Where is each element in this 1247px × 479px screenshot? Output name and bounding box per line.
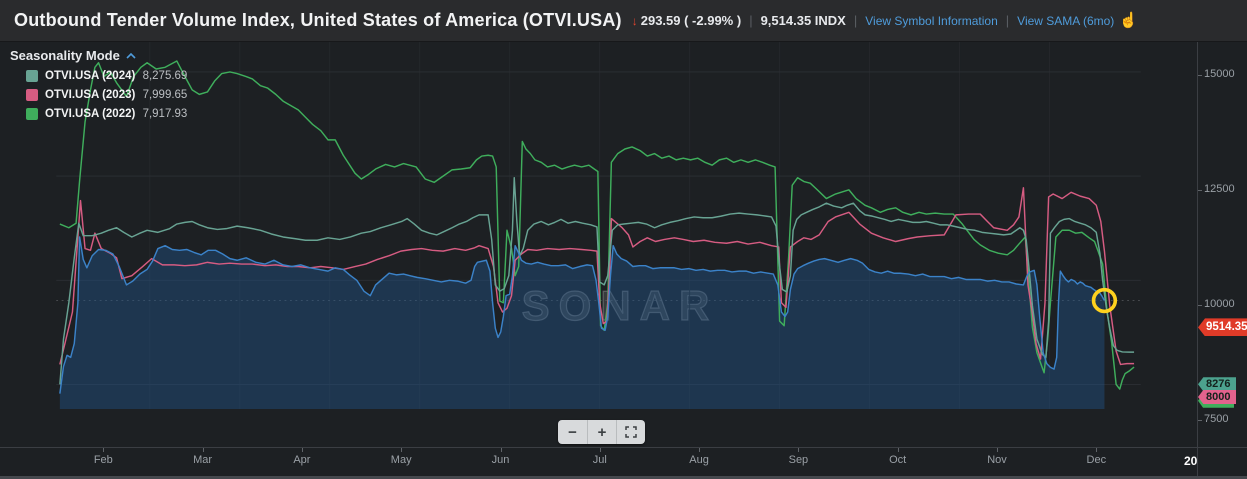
legend-value-2024: 8,275.69 <box>142 70 188 82</box>
x-tick-label-may: May <box>390 454 412 466</box>
header-divider: | <box>1005 13 1010 28</box>
x-tick-label-feb: Feb <box>93 454 113 466</box>
y-tick-label: 10000 <box>1204 298 1235 310</box>
zoom-out-button[interactable]: − <box>558 420 587 444</box>
y-tick-mark <box>1198 305 1202 306</box>
series-line-otvi-usa-2022- <box>59 60 1135 390</box>
x-tick-mark <box>202 448 204 452</box>
x-tick-mark <box>897 448 899 452</box>
legend-swatch-2024 <box>26 70 38 82</box>
x-tick-mark <box>401 448 403 452</box>
highlight-circle-annotation <box>1091 287 1118 314</box>
sonar-watermark: SONAR <box>520 281 720 330</box>
y-tick-mark <box>1198 420 1202 421</box>
zoom-in-button[interactable]: + <box>587 420 616 444</box>
legend-value-2023: 7,999.65 <box>142 89 188 101</box>
y-tick-label: 15000 <box>1204 68 1235 80</box>
chart-zoom-controls: − + <box>558 420 645 444</box>
legend-label-2022: OTVI.USA (2022) <box>45 108 136 120</box>
x-axis[interactable]: Feb Mar Apr May Jun Jul Aug Sep Oct Nov Dec 20 <box>0 447 1247 479</box>
header-stats: ↓ 293.59 ( -2.99% ) | 9,514.35 INDX | Vi… <box>632 13 1138 28</box>
chart-canvas[interactable] <box>0 42 1197 447</box>
chevron-up-icon <box>126 52 136 59</box>
x-tick-mark <box>1096 448 1098 452</box>
header-divider: | <box>749 13 753 28</box>
y-tick-mark <box>1198 190 1202 191</box>
price-tag-2023: 8000 <box>1198 390 1236 404</box>
axis-corner-line <box>1197 448 1198 479</box>
x-tick-label-dec: Dec <box>1086 454 1107 466</box>
x-tick-label-aug: Aug <box>689 454 709 466</box>
legend-swatch-2022 <box>26 108 38 120</box>
y-tick-label: 7500 <box>1204 413 1229 425</box>
header-divider: | <box>853 13 858 28</box>
x-tick-label-jun: Jun <box>491 454 510 466</box>
view-symbol-information-link[interactable]: View Symbol Information <box>865 13 998 28</box>
x-tick-label-apr: Apr <box>293 454 311 466</box>
legend-item-2023[interactable]: OTVI.USA (2023) 7,999.65 <box>26 89 187 101</box>
bottom-scrollbar[interactable] <box>0 476 1247 479</box>
x-tick-mark <box>997 448 998 452</box>
view-sama-link[interactable]: View SAMA (6mo) <box>1017 13 1115 28</box>
x-tick-mark <box>599 448 601 452</box>
y-axis[interactable]: 7500 10000 12500 15000 9514.35 8276 8000 <box>1197 42 1247 447</box>
chart-plot-area[interactable]: SONAR <box>0 42 1197 447</box>
page-title: Outbound Tender Volume Index, United Sta… <box>14 10 622 30</box>
chart-legend: Seasonality Mode OTVI.USA (2024) 8,275.6… <box>10 48 187 120</box>
legend-label-2024: OTVI.USA (2024) <box>45 70 136 82</box>
x-tick-mark <box>699 448 701 452</box>
legend-swatch-2023 <box>26 89 38 101</box>
price-tag-2024: 8276 <box>1198 377 1236 392</box>
seasonality-mode-label: Seasonality Mode <box>10 48 120 63</box>
x-tick-label-mar: Mar <box>193 454 213 466</box>
fullscreen-button[interactable] <box>616 420 645 444</box>
legend-item-2024[interactable]: OTVI.USA (2024) 8,275.69 <box>26 70 187 82</box>
series-line-otvi-usa-current- <box>59 236 1106 394</box>
x-tick-label-jul: Jul <box>592 454 607 466</box>
index-value: 9,514.35 INDX <box>760 13 846 28</box>
series-line-otvi-usa-2024- <box>59 177 1135 385</box>
x-tick-label-nov: Nov <box>987 454 1007 466</box>
seasonality-mode-toggle[interactable]: Seasonality Mode <box>10 48 162 63</box>
x-tick-mark <box>301 448 303 452</box>
change-down-arrow-icon: ↓ <box>631 13 638 28</box>
series-line-otvi-usa-2023- <box>59 187 1135 366</box>
y-tick-label: 12500 <box>1204 183 1235 195</box>
change-value: 293.59 ( -2.99% ) <box>640 13 742 28</box>
legend-value-2022: 7,917.93 <box>142 108 188 120</box>
x-current-date-label: 20 <box>1183 454 1198 468</box>
fullscreen-corners-icon <box>625 426 637 438</box>
legend-item-2022[interactable]: OTVI.USA (2022) 7,917.93 <box>26 108 187 120</box>
legend-label-2023: OTVI.USA (2023) <box>45 89 136 101</box>
y-tick-mark <box>1198 75 1202 76</box>
chart-header: Outbound Tender Volume Index, United Sta… <box>0 0 1247 42</box>
x-tick-label-oct: Oct <box>889 454 907 466</box>
sama-hand-icon: ☝ <box>1119 12 1138 29</box>
x-tick-mark <box>798 448 800 452</box>
x-tick-mark <box>103 448 105 452</box>
x-tick-mark <box>500 448 502 452</box>
price-tag-current: 9514.35 <box>1198 318 1247 337</box>
x-tick-label-sep: Sep <box>788 454 809 466</box>
current-year-area-fill <box>59 236 1105 409</box>
